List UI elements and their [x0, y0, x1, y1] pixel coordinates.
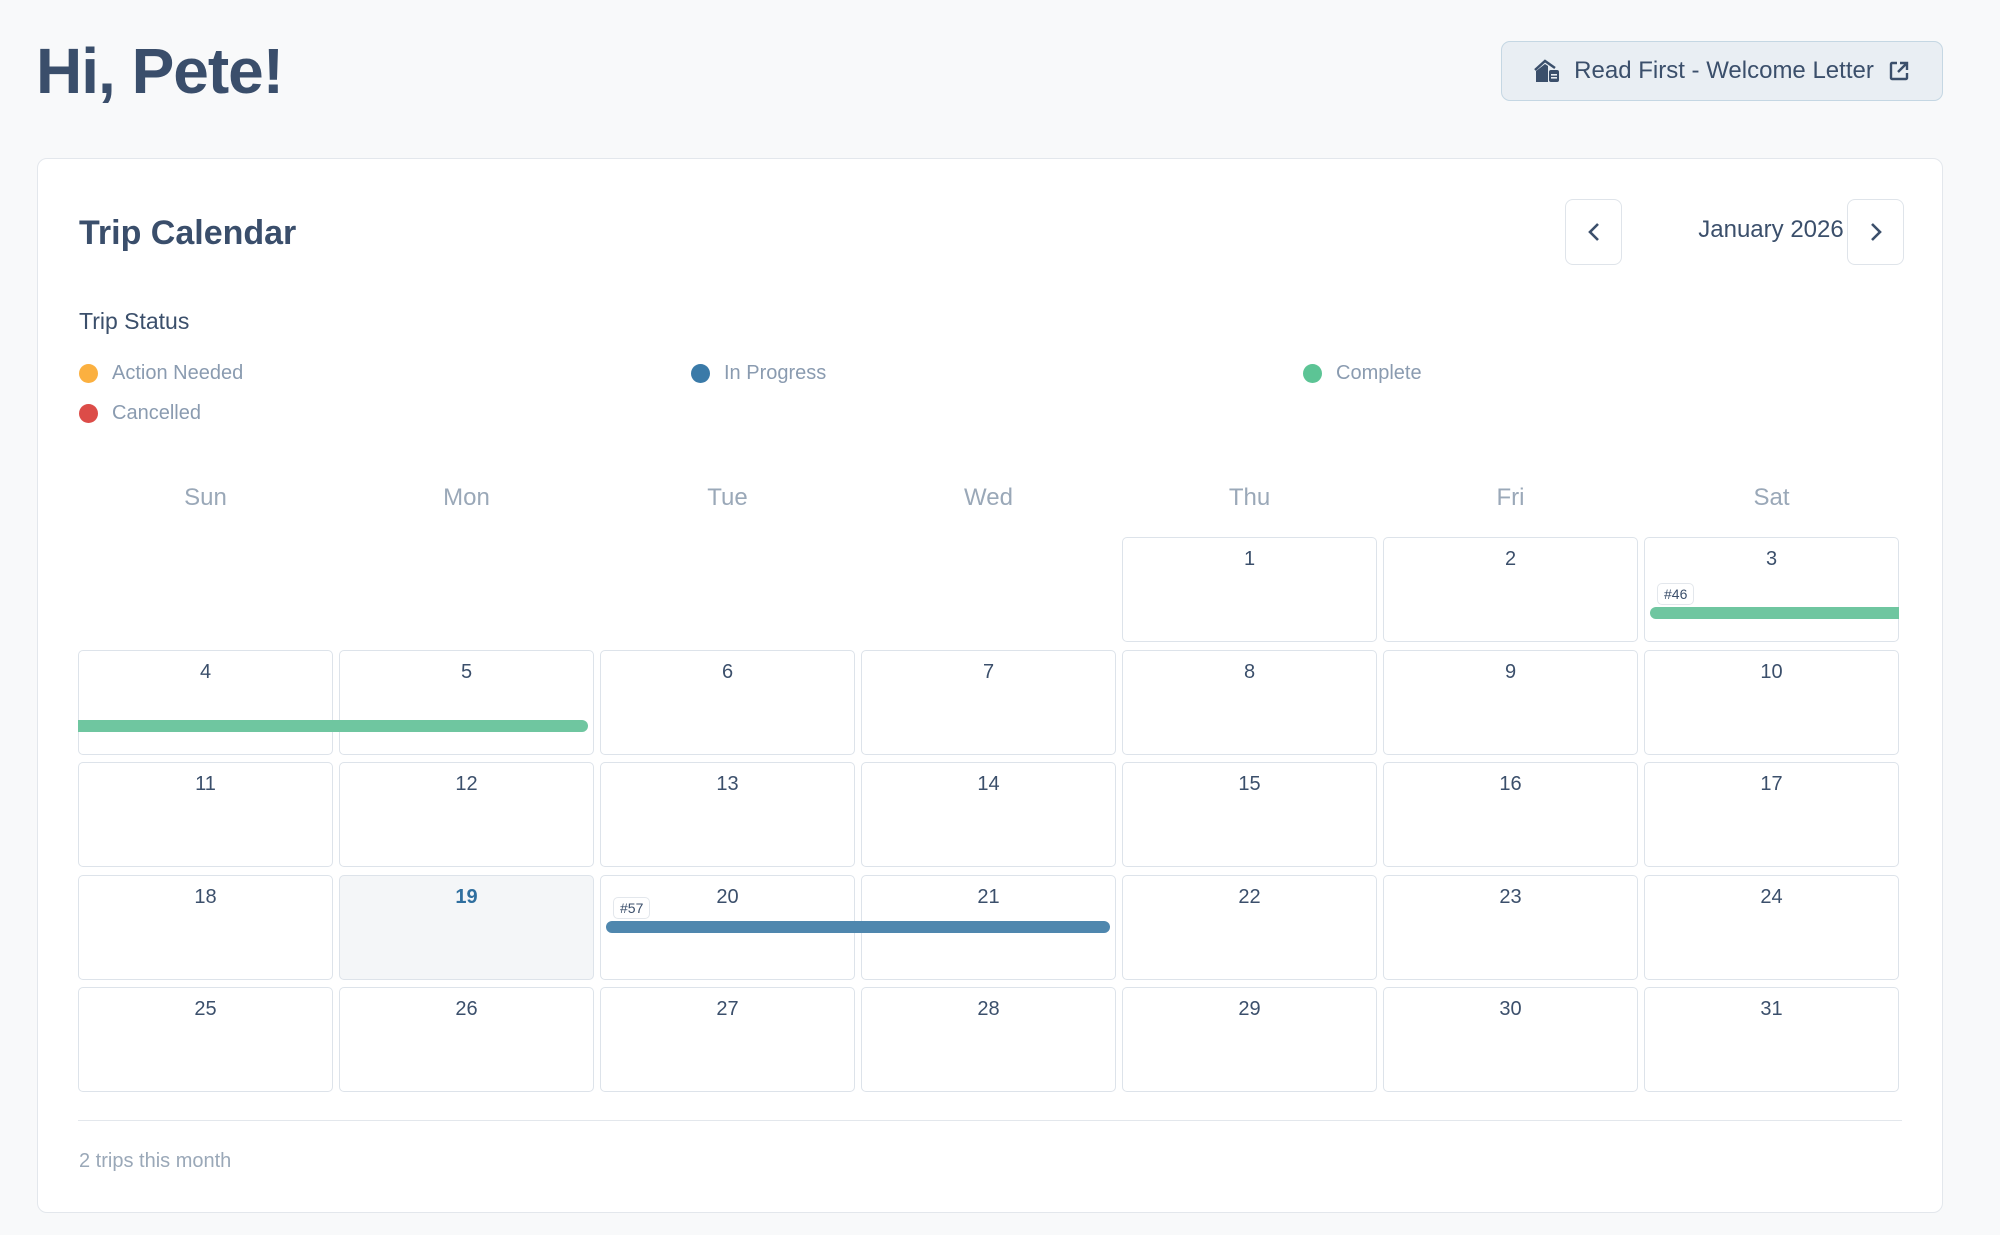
day-number: 15	[1238, 773, 1261, 796]
day-cell-1[interactable]: 1	[1122, 537, 1377, 642]
trip-id-badge[interactable]: #46	[1657, 583, 1695, 605]
day-number: 13	[716, 773, 739, 796]
day-cell-23[interactable]: 23	[1383, 874, 1638, 980]
legend-item: Action Needed	[79, 362, 243, 385]
day-number: 27	[716, 998, 739, 1021]
weekday-header: Sun	[184, 484, 227, 511]
trip-bar[interactable]	[1650, 607, 1899, 619]
day-cell-31[interactable]: 31	[1644, 987, 1899, 1093]
day-number: 2	[1504, 548, 1517, 570]
day-cell-12[interactable]: 12	[339, 762, 594, 868]
month-label: January 2026	[1698, 216, 1844, 243]
legend-label: In Progress	[724, 362, 827, 384]
day-number: 9	[1504, 660, 1517, 683]
day-cell-14[interactable]: 14	[861, 762, 1116, 868]
day-number: 6	[721, 660, 734, 683]
day-cell-8[interactable]: 8	[1122, 649, 1377, 755]
day-number: 12	[455, 773, 478, 796]
status-dot-icon	[79, 364, 98, 383]
day-cell-7[interactable]: 7	[861, 649, 1116, 755]
prev-month-button[interactable]	[1565, 199, 1622, 265]
trip-bar[interactable]	[606, 920, 1110, 933]
trip-bar[interactable]	[78, 719, 588, 732]
day-cell-18[interactable]: 18	[78, 874, 333, 980]
day-number: 22	[1238, 885, 1261, 908]
day-cell-9[interactable]: 9	[1383, 649, 1638, 755]
day-cell-11[interactable]: 11	[78, 762, 333, 868]
day-number: 3	[1765, 548, 1778, 570]
welcome-letter-label: Read First - Welcome Letter	[1574, 57, 1874, 84]
trip-id-badge[interactable]: #57	[613, 896, 651, 919]
day-number: 23	[1499, 885, 1522, 908]
greeting-title: Hi, Pete!	[36, 35, 284, 107]
day-number: 25	[194, 998, 217, 1021]
chevron-left-icon	[1587, 223, 1599, 241]
day-number: 28	[977, 998, 1000, 1021]
day-number: 5	[460, 660, 473, 683]
legend-item: Cancelled	[79, 402, 201, 425]
day-cell-13[interactable]: 13	[600, 762, 855, 868]
day-number: 14	[977, 773, 1000, 796]
day-cell-4[interactable]: 4	[78, 649, 333, 755]
day-number: 20	[716, 885, 739, 908]
day-number: 21	[977, 885, 1000, 908]
day-number: 19	[455, 885, 478, 908]
weekday-header: Sat	[1753, 484, 1790, 511]
day-number: 1	[1243, 548, 1256, 570]
day-cell-28[interactable]: 28	[861, 987, 1116, 1093]
day-number: 26	[455, 998, 478, 1021]
day-cell-5[interactable]: 5	[339, 649, 594, 755]
day-number: 29	[1238, 998, 1261, 1021]
trip-count: 2 trips this month	[79, 1150, 232, 1172]
day-cell-25[interactable]: 25	[78, 987, 333, 1093]
legend-item: Complete	[1303, 362, 1422, 385]
chevron-right-icon	[1870, 223, 1882, 241]
status-dot-icon	[691, 364, 710, 383]
legend-label: Complete	[1336, 362, 1422, 384]
weekday-header: Tue	[707, 484, 748, 511]
day-cell-10[interactable]: 10	[1644, 649, 1899, 755]
day-cell-17[interactable]: 17	[1644, 762, 1899, 868]
day-number: 10	[1760, 660, 1783, 683]
house-letter-icon	[1534, 59, 1560, 82]
day-cell-26[interactable]: 26	[339, 987, 594, 1093]
day-number: 17	[1760, 773, 1783, 796]
weekday-header: Wed	[964, 484, 1013, 511]
external-link-icon	[1889, 61, 1909, 81]
footer-divider	[78, 1120, 1902, 1121]
day-cell-16[interactable]: 16	[1383, 762, 1638, 868]
next-month-button[interactable]	[1847, 199, 1904, 265]
day-number: 24	[1760, 885, 1783, 908]
day-number: 31	[1760, 998, 1783, 1021]
day-number: 7	[982, 660, 995, 683]
weekday-header: Fri	[1496, 484, 1525, 511]
trip-calendar-card: Trip Calendar January 2026 Trip Status A…	[37, 158, 1943, 1213]
weekday-header: Mon	[443, 484, 490, 511]
day-cell-27[interactable]: 27	[600, 987, 855, 1093]
day-number: 30	[1499, 998, 1522, 1021]
day-cell-24[interactable]: 24	[1644, 874, 1899, 980]
welcome-letter-button[interactable]: Read First - Welcome Letter	[1501, 41, 1943, 101]
day-number: 8	[1243, 660, 1256, 683]
legend-label: Cancelled	[112, 402, 201, 424]
day-cell-30[interactable]: 30	[1383, 987, 1638, 1093]
day-cell-15[interactable]: 15	[1122, 762, 1377, 868]
day-number: 11	[195, 773, 216, 796]
legend-item: In Progress	[691, 362, 826, 385]
weekday-header: Thu	[1228, 484, 1271, 511]
day-cell-22[interactable]: 22	[1122, 874, 1377, 980]
day-number: 18	[194, 885, 217, 908]
day-number: 4	[199, 660, 212, 683]
legend-label: Action Needed	[112, 362, 244, 384]
calendar-title: Trip Calendar	[79, 214, 297, 252]
status-dot-icon	[1303, 364, 1322, 383]
day-cell-2[interactable]: 2	[1383, 537, 1638, 642]
day-cell-19[interactable]: 19	[339, 874, 594, 980]
status-dot-icon	[79, 404, 98, 423]
day-cell-29[interactable]: 29	[1122, 987, 1377, 1093]
day-cell-6[interactable]: 6	[600, 649, 855, 755]
day-number: 16	[1499, 773, 1522, 796]
trip-status-title: Trip Status	[79, 308, 190, 334]
